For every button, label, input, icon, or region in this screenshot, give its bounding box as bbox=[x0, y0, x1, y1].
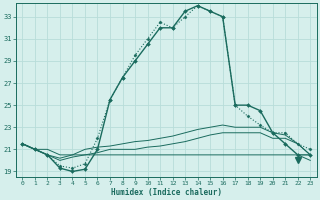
X-axis label: Humidex (Indice chaleur): Humidex (Indice chaleur) bbox=[111, 188, 222, 197]
